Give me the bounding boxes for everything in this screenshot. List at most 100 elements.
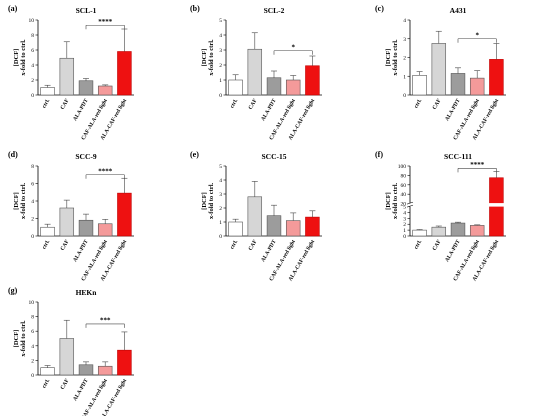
chart-title: A431 xyxy=(450,6,467,15)
bar xyxy=(40,87,55,96)
x-tick-label: ctrl. xyxy=(229,97,239,109)
bar xyxy=(431,43,447,96)
significance-label: *** xyxy=(100,316,111,324)
y-axis-subtitle: x-fold to ctrl. xyxy=(208,182,215,219)
y-tick-label: 0 xyxy=(219,93,222,99)
y-axis-title: [DCF] xyxy=(201,192,208,210)
y-tick-label: 4 xyxy=(31,199,34,205)
x-tick-label: ctrl. xyxy=(41,97,51,109)
y-tick-label: 0 xyxy=(403,234,406,240)
panel-label: (g) xyxy=(8,286,18,295)
y-tick-label: 40 xyxy=(401,192,407,198)
y-tick-label: 6 xyxy=(31,48,34,54)
bar xyxy=(97,365,113,376)
y-tick-label: 1 xyxy=(219,78,222,84)
bar xyxy=(228,221,243,237)
bar xyxy=(412,229,427,237)
y-tick-label: 4 xyxy=(31,344,34,350)
y-tick-label: 10 xyxy=(29,300,35,306)
y-axis-title: [DCF] xyxy=(385,192,392,210)
y-tick-label: 1 xyxy=(403,74,406,80)
y-axis-title: [DCF] xyxy=(13,49,20,67)
bar xyxy=(285,79,301,96)
y-tick-label: 0 xyxy=(31,234,34,240)
significance-label: **** xyxy=(98,167,113,175)
y-tick-label: 10 xyxy=(29,18,35,24)
x-tick-label: ctrl. xyxy=(413,238,423,250)
bar xyxy=(40,226,55,237)
x-tick-label: ctrl. xyxy=(41,377,51,389)
y-tick-label: 5 xyxy=(219,164,222,170)
y-tick-label: 0 xyxy=(31,93,34,99)
y-tick-label: 80 xyxy=(401,173,407,179)
x-tick-label: CAF xyxy=(60,238,71,251)
chart-panel-3: (d) SCC-9 0 2 4 6 8 [DCF] x-fold to ctrl. ctrl. CA… xyxy=(8,150,134,282)
panel-label: (e) xyxy=(190,150,199,159)
x-tick-label: ALA-PDT xyxy=(72,98,90,122)
chart-title: SCL-1 xyxy=(76,6,97,15)
panel-label: (d) xyxy=(8,150,18,159)
x-tick-label: ALA-PDT xyxy=(444,239,462,263)
y-axis-title: [DCF] xyxy=(201,49,208,67)
y-tick-label: 4 xyxy=(31,63,34,69)
y-tick-label: 2 xyxy=(31,78,34,84)
y-tick-label: 3 xyxy=(219,192,222,198)
bar xyxy=(431,226,447,237)
panel-label: (c) xyxy=(375,4,384,13)
y-tick-label: 4 xyxy=(403,18,406,24)
bar xyxy=(247,196,263,237)
panel-label: (f) xyxy=(375,150,383,159)
y-tick-label: 2 xyxy=(403,222,406,228)
y-tick-label: 60 xyxy=(401,183,407,189)
y-tick-label: 2 xyxy=(31,358,34,364)
y-tick-label: 4 xyxy=(219,33,222,39)
y-tick-label: 100 xyxy=(398,164,407,170)
y-axis-subtitle: x-fold to ctrl. xyxy=(20,320,27,357)
chart-panel-4: (e) SCC-15 0 1 2 3 4 5 [DCF] x-fold to ctrl. ctrl.… xyxy=(190,150,322,282)
bar xyxy=(450,222,466,237)
significance-label: **** xyxy=(98,18,113,26)
y-tick-label: 2 xyxy=(219,63,222,69)
x-tick-label: ALA-PDT xyxy=(444,98,462,122)
y-axis-title: [DCF] xyxy=(13,192,20,210)
x-tick-label: CAF xyxy=(248,238,259,251)
bar xyxy=(40,367,55,376)
x-tick-label: ALA-PDT xyxy=(72,378,90,402)
y-axis-subtitle: x-fold to ctrl. xyxy=(20,182,27,219)
chart-panel-2: (c) A431 0 1 2 3 4 [DCF] x-fold to ctrl. ctrl. CAF… xyxy=(375,4,506,141)
significance-label: **** xyxy=(470,161,485,169)
bar xyxy=(78,80,94,96)
y-axis-title: [DCF] xyxy=(385,49,392,67)
bar xyxy=(489,59,504,96)
panel-label: (a) xyxy=(8,4,18,13)
chart-panel-0: (a) SCL-1 0 2 4 6 8 10 [DCF] x-fold to ctrl. ctrl.… xyxy=(8,4,134,141)
y-tick-label: 3 xyxy=(219,48,222,54)
x-tick-label: CAF xyxy=(432,238,443,251)
bar xyxy=(97,223,113,237)
bar xyxy=(78,364,94,376)
axis-break-mark xyxy=(406,201,414,205)
x-tick-label: ctrl. xyxy=(41,238,51,250)
x-tick-label: ALA-PDT xyxy=(260,239,278,263)
bar xyxy=(247,48,263,96)
x-tick-label: ALA-PDT xyxy=(260,98,278,122)
y-tick-label: 5 xyxy=(219,18,222,24)
bar xyxy=(305,216,320,237)
bar xyxy=(228,79,243,96)
y-tick-label: 6 xyxy=(31,182,34,188)
chart-panel-6: (g) HEKn 0 2 4 6 8 10 [DCF] x-fold to ctrl. ctrl. C… xyxy=(8,286,134,416)
bar xyxy=(59,338,75,376)
y-axis-subtitle: x-fold to ctrl. xyxy=(208,39,215,76)
x-tick-label: ctrl. xyxy=(229,238,239,250)
y-axis-title: [DCF] xyxy=(13,330,20,348)
axis-break-gap xyxy=(406,203,414,207)
bar xyxy=(59,207,75,237)
chart-title: SCC-111 xyxy=(444,152,472,161)
bar xyxy=(59,57,75,96)
y-axis-subtitle: x-fold to ctrl. xyxy=(392,39,399,76)
bar xyxy=(117,51,132,96)
chart-panel-1: (b) SCL-2 0 1 2 3 4 5 [DCF] x-fold to ctrl. ctrl. C… xyxy=(190,4,322,141)
y-tick-label: 8 xyxy=(31,315,34,321)
